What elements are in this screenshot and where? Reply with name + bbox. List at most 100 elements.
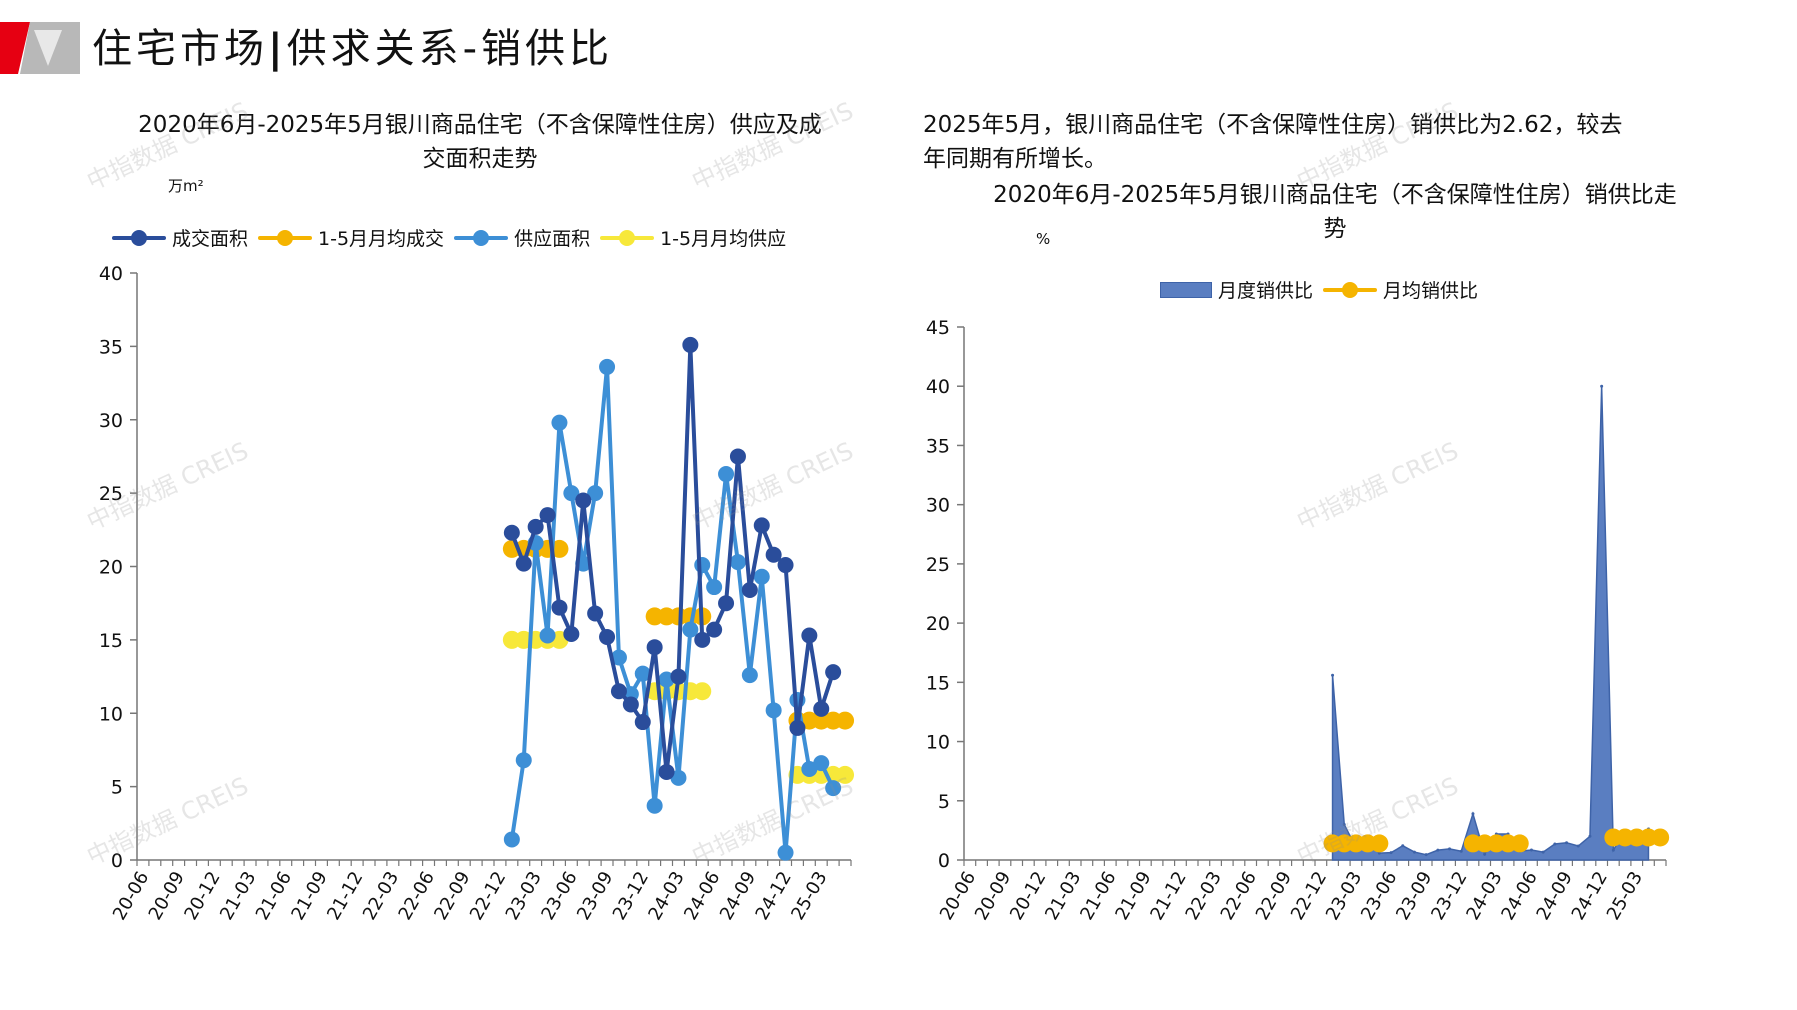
right-chart-legend: 月度销供比 月均销供比 — [1160, 276, 1488, 303]
supply-point — [729, 554, 746, 571]
y-tick-label: 5 — [938, 791, 950, 813]
deal-point — [753, 517, 770, 534]
avg-deal-point — [836, 711, 855, 730]
monthly-ratio-point — [1412, 850, 1416, 854]
avg-supply-point — [836, 765, 855, 784]
y-tick-label: 30 — [926, 495, 950, 517]
page-title: 住宅市场|供求关系-销供比 — [92, 26, 614, 72]
supply-point — [610, 649, 627, 666]
legend-label-supply: 供应面积 — [514, 228, 591, 250]
supply-point — [801, 761, 818, 778]
monthly-ratio-area — [1331, 386, 1650, 861]
supply-point — [634, 665, 651, 682]
monthly-ratio-point — [1541, 850, 1545, 854]
deal-point — [503, 524, 520, 541]
avg-deal-point — [550, 539, 569, 558]
deal-point — [801, 627, 818, 644]
avg-ratio-point — [1510, 834, 1529, 853]
legend-swatch-monthly-ratio — [1160, 281, 1212, 298]
monthly-ratio-point — [1611, 848, 1615, 852]
legend-label-deal: 成交面积 — [172, 228, 249, 250]
deal-point — [539, 507, 556, 524]
supply-point — [777, 844, 794, 861]
supply-point — [670, 769, 687, 786]
deal-point — [527, 518, 544, 535]
deal-point — [658, 763, 675, 780]
deal-point — [718, 595, 735, 612]
y-tick-label: 15 — [99, 630, 123, 652]
y-tick-label: 5 — [111, 777, 123, 799]
deal-point — [563, 626, 580, 643]
y-tick-label: 20 — [926, 613, 950, 635]
y-tick-label: 15 — [926, 672, 950, 694]
legend-item-monthly-ratio: 月度销供比 — [1160, 276, 1313, 303]
supply-point — [646, 797, 663, 814]
deal-point — [587, 605, 604, 622]
supply-point — [599, 358, 616, 375]
supply-deal-line-chart: 051015202530354020-0620-0920-1221-0321-0… — [99, 263, 855, 924]
y-tick-label: 25 — [926, 554, 950, 576]
y-tick-label: 30 — [99, 410, 123, 432]
y-tick-label: 0 — [111, 850, 123, 872]
legend-swatch-avg-supply — [600, 229, 655, 246]
supply-point — [825, 780, 842, 797]
avg-ratio-point — [1370, 834, 1389, 853]
x-tick-label: 25-03 — [787, 868, 831, 924]
deal-point — [813, 700, 830, 717]
deal-point — [670, 668, 687, 685]
avg-ratio-point — [1651, 828, 1670, 847]
supply-point — [741, 667, 758, 684]
monthly-ratio-point — [1600, 384, 1604, 388]
legend-item-supply: 供应面积 — [454, 224, 590, 251]
deal-point — [634, 714, 651, 731]
y-tick-label: 10 — [99, 703, 123, 725]
y-tick-label: 45 — [926, 317, 950, 339]
ratio-summary: 2025年5月，银川商品住宅（不含保障性住房）销供比为2.62，较去 年同期有所… — [923, 112, 1623, 172]
deal-point — [515, 555, 532, 572]
y-tick-label: 25 — [99, 483, 123, 505]
deal-point — [825, 664, 842, 681]
y-tick-label: 40 — [926, 376, 950, 398]
legend-item-deal: 成交面积 — [112, 224, 248, 251]
supply-point — [587, 485, 604, 502]
monthly-ratio-point — [1424, 853, 1428, 857]
deal-point — [765, 546, 782, 563]
monthly-ratio-point — [1448, 847, 1452, 851]
monthly-ratio-point — [1553, 842, 1557, 846]
legend-item-avg-supply: 1-5月月均供应 — [600, 224, 786, 251]
monthly-ratio-point — [1389, 851, 1393, 855]
supply-point — [706, 579, 723, 596]
monthly-ratio-point — [1459, 849, 1463, 853]
y-tick-label: 0 — [938, 850, 950, 872]
y-tick-label: 35 — [99, 336, 123, 358]
supply-point — [694, 557, 711, 574]
y-tick-label: 40 — [99, 263, 123, 285]
brand-logo-icon — [0, 22, 80, 74]
supply-point — [503, 831, 520, 848]
deal-point — [622, 696, 639, 713]
monthly-ratio-point — [1331, 673, 1335, 677]
right-chart-unit: % — [1036, 230, 1051, 248]
legend-swatch-avg-ratio — [1323, 281, 1378, 298]
supply-point — [682, 621, 699, 638]
monthly-ratio-point — [1342, 822, 1346, 826]
left-chart-legend: 成交面积 1-5月月均成交 供应面积 1-5月月均供应 — [112, 224, 796, 251]
deal-point — [694, 631, 711, 648]
supply-point — [753, 568, 770, 585]
supply-point — [539, 627, 556, 644]
right-chart-title: 2020年6月-2025年5月银川商品住宅（不含保障性住房）销供比走 势 — [993, 182, 1677, 242]
legend-item-avg-ratio: 月均销供比 — [1323, 276, 1478, 303]
supply-point — [563, 485, 580, 502]
monthly-ratio-point — [1471, 812, 1475, 816]
deal-point — [777, 557, 794, 574]
deal-point — [599, 628, 616, 645]
y-tick-label: 20 — [99, 557, 123, 579]
legend-label-avg-ratio: 月均销供比 — [1383, 280, 1479, 302]
legend-item-avg-deal: 1-5月月均成交 — [258, 224, 444, 251]
ratio-area-chart: 05101520253035404520-0620-0920-1221-0321… — [926, 317, 1670, 924]
deal-point — [789, 719, 806, 736]
x-tick-label: 25-03 — [1603, 868, 1647, 924]
deal-point — [575, 492, 592, 509]
legend-swatch-deal — [112, 229, 166, 246]
deal-point — [682, 336, 699, 353]
